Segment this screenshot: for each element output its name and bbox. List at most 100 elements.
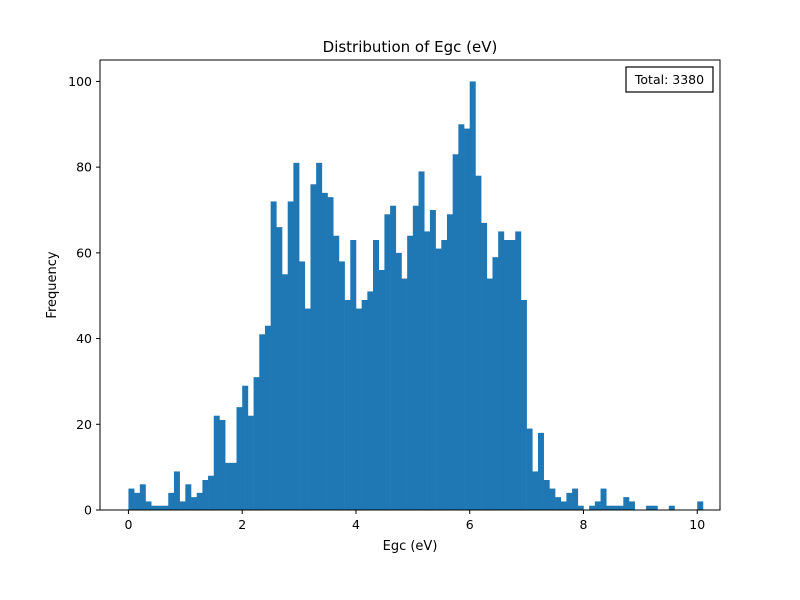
x-axis-ticks: 0 2 4 6 8 10 (124, 510, 705, 532)
histogram-bar (179, 501, 186, 510)
histogram-bar (338, 261, 345, 510)
y-tick-label: 40 (76, 331, 92, 346)
histogram-bar (327, 197, 334, 510)
histogram-bar (589, 505, 596, 510)
histogram-bar (196, 492, 203, 510)
histogram-bar (526, 428, 533, 510)
histogram-bar (543, 480, 550, 510)
chart-title: Distribution of Egc (eV) (323, 38, 498, 56)
histogram-bar (464, 128, 471, 510)
y-tick-label: 0 (84, 503, 92, 518)
histogram-bar (481, 222, 488, 511)
histogram-bar (361, 300, 368, 510)
histogram-bar (384, 214, 391, 511)
histogram-bar (549, 488, 556, 510)
histogram-bar (532, 471, 539, 510)
histogram-bar (594, 501, 601, 510)
histogram-bar (162, 505, 169, 510)
x-tick-label: 4 (352, 517, 360, 532)
y-axis-label: Frequency (45, 251, 60, 318)
histogram-bar (264, 325, 271, 510)
histogram-bar (304, 308, 311, 510)
x-tick-label: 6 (466, 517, 474, 532)
histogram-bar (651, 505, 658, 510)
histogram-bar (469, 81, 476, 511)
histogram-bar (333, 235, 340, 510)
histogram-bar (498, 231, 505, 510)
total-annotation-box (625, 66, 714, 93)
histogram-bar (225, 462, 232, 510)
y-tick-label: 60 (76, 245, 92, 260)
histogram-bar (282, 274, 289, 510)
histogram-bar (293, 162, 300, 511)
histogram-bar (617, 505, 624, 510)
plot-frame (99, 59, 721, 511)
x-tick-label: 8 (580, 517, 588, 532)
histogram-bar (577, 505, 584, 510)
histogram-bar (697, 501, 704, 510)
histogram-bar (509, 240, 516, 510)
histogram-bar (520, 300, 527, 510)
histogram-bar (537, 432, 544, 510)
histogram-bar (236, 407, 243, 510)
histogram-bar (151, 505, 158, 510)
y-tick-label: 100 (68, 74, 92, 89)
histogram-bar (219, 420, 226, 510)
histogram-bar (350, 240, 357, 510)
histogram-bar (606, 505, 613, 510)
histogram-bar (515, 231, 522, 510)
histogram-bar (555, 497, 562, 510)
histogram-bar (259, 334, 266, 510)
histogram-bar (401, 278, 408, 510)
histogram-bar (321, 192, 328, 511)
histogram-bar (242, 385, 249, 510)
histogram-bar (492, 257, 499, 510)
histogram-bar (310, 184, 317, 511)
histogram-bar (503, 240, 510, 510)
histogram-bar (230, 462, 237, 510)
y-tick-label: 80 (76, 160, 92, 175)
histogram-bar (628, 501, 635, 510)
histogram-bar (623, 497, 630, 510)
histogram-bar (378, 270, 385, 510)
histogram-bar (253, 377, 260, 510)
histogram-bar (270, 201, 277, 510)
histogram-bar (202, 480, 209, 510)
x-axis-label: Egc (eV) (383, 539, 438, 554)
histogram-bar (441, 240, 448, 510)
histogram-bar (247, 415, 254, 510)
histogram-bar (299, 261, 306, 510)
histogram-bar (566, 492, 573, 510)
histogram-bar (424, 231, 431, 510)
histogram-bar (168, 492, 175, 510)
y-tick-label: 20 (76, 417, 92, 432)
histogram-bar (287, 201, 294, 510)
histogram-bar (276, 227, 283, 510)
histogram-bar (429, 210, 436, 510)
histogram-bar (208, 475, 215, 510)
histogram-bar (475, 175, 482, 510)
histogram-bar (173, 471, 180, 510)
histogram-bar (435, 248, 442, 510)
histogram-bar (191, 497, 197, 510)
histogram-bar (145, 501, 152, 510)
histogram-bar (344, 300, 351, 510)
histogram-bar (458, 124, 465, 510)
histogram-bar (668, 505, 675, 510)
histogram-bar (572, 488, 579, 510)
histogram-bar (128, 488, 135, 510)
histogram-bar (646, 505, 653, 510)
histogram-bar (452, 154, 459, 511)
histogram-bar (134, 492, 141, 510)
histogram-bar (185, 484, 192, 510)
x-tick-label: 2 (238, 517, 246, 532)
histogram-bar (611, 505, 618, 510)
histogram-bar (390, 205, 397, 510)
histogram-bar (355, 308, 362, 510)
histogram-bar (412, 205, 419, 510)
histogram-bar (213, 415, 220, 510)
histogram-bar (316, 162, 323, 511)
histogram-bar (418, 171, 425, 510)
histogram-bar (367, 291, 374, 510)
